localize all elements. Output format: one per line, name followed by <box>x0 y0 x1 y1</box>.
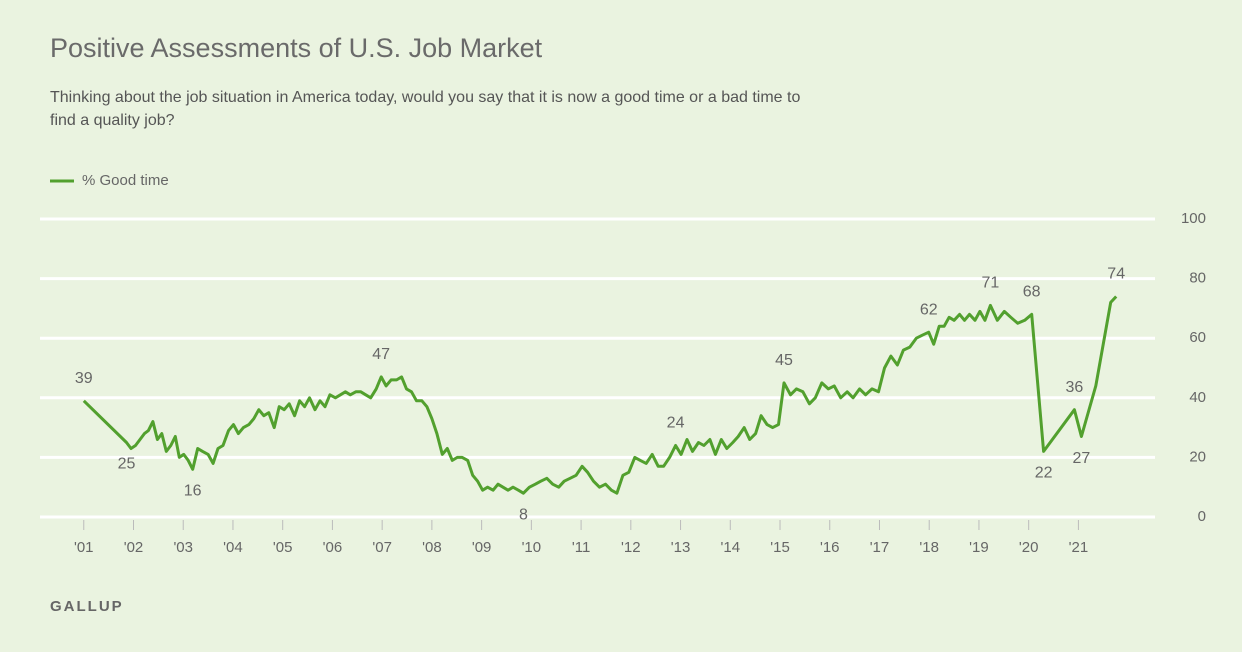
data-label: 16 <box>184 483 202 500</box>
y-tick-label: 80 <box>1189 270 1206 287</box>
data-label: 27 <box>1072 450 1090 467</box>
y-tick-label: 100 <box>1181 210 1206 227</box>
data-label: 24 <box>667 415 685 432</box>
x-tick-label: '12 <box>621 539 641 556</box>
data-label: 62 <box>920 301 938 318</box>
data-label: 45 <box>775 352 793 369</box>
data-label: 74 <box>1107 266 1125 283</box>
x-tick-label: '20 <box>1019 539 1039 556</box>
chart-title: Positive Assessments of U.S. Job Market <box>50 33 543 63</box>
data-label: 25 <box>118 456 136 473</box>
x-tick-label: '03 <box>173 539 193 556</box>
y-tick-label: 20 <box>1189 448 1206 465</box>
x-tick-label: '14 <box>721 539 741 556</box>
x-tick-label: '01 <box>74 539 94 556</box>
x-tick-label: '19 <box>969 539 989 556</box>
subtitle: find a quality job? <box>50 112 175 129</box>
x-tick-label: '05 <box>273 539 293 556</box>
data-label: 71 <box>981 275 999 292</box>
x-tick-label: '09 <box>472 539 492 556</box>
x-tick-label: '10 <box>522 539 542 556</box>
data-label: 22 <box>1035 465 1053 482</box>
x-tick-label: '13 <box>671 539 691 556</box>
x-tick-label: '17 <box>870 539 890 556</box>
x-tick-label: '08 <box>422 539 442 556</box>
x-tick-label: '16 <box>820 539 840 556</box>
x-tick-label: '15 <box>770 539 790 556</box>
x-tick-label: '04 <box>223 539 243 556</box>
y-tick-label: 60 <box>1189 329 1206 346</box>
subtitle: Thinking about the job situation in Amer… <box>50 89 800 106</box>
data-label: 39 <box>75 370 93 387</box>
x-tick-label: '21 <box>1069 539 1089 556</box>
x-tick-label: '02 <box>124 539 144 556</box>
x-tick-label: '07 <box>372 539 392 556</box>
x-tick-label: '11 <box>572 539 590 556</box>
data-label: 8 <box>519 506 528 523</box>
data-label: 36 <box>1066 379 1084 396</box>
data-label: 68 <box>1023 284 1041 301</box>
legend-label: % Good time <box>82 172 169 189</box>
y-tick-label: 40 <box>1189 389 1206 406</box>
x-tick-label: '06 <box>323 539 343 556</box>
source: GALLUP <box>50 598 124 615</box>
data-label: 47 <box>372 346 390 363</box>
data-line <box>82 295 1118 495</box>
y-tick-label: 0 <box>1198 508 1206 525</box>
x-tick-label: '18 <box>919 539 939 556</box>
